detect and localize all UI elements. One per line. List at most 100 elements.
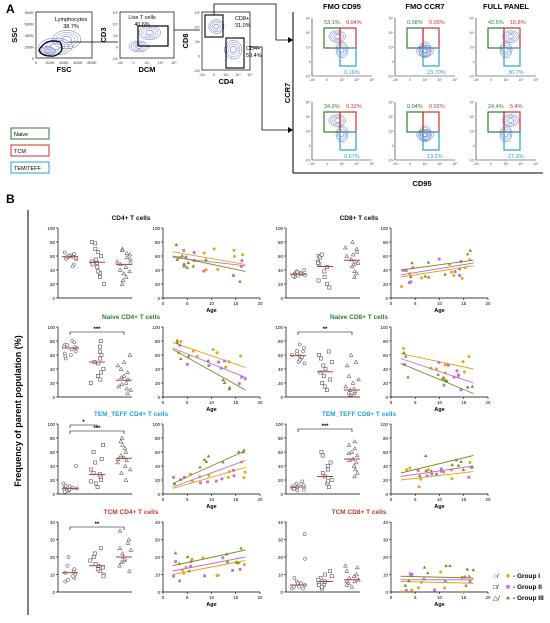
significance-label: *** xyxy=(93,327,101,333)
data-point-square xyxy=(323,572,327,577)
y-tick-label: 10⁵ xyxy=(470,17,476,21)
group-scatter-chart: Naive CD4+ T cells 0 20 40 60 80 100 *** xyxy=(47,314,160,400)
data-point-group-ii xyxy=(463,575,467,579)
data-point-group-iii xyxy=(406,375,410,379)
data-point-circle xyxy=(297,584,301,589)
data-point-group-i xyxy=(443,586,447,590)
density-contour xyxy=(52,30,82,50)
data-point-triangle xyxy=(116,384,122,389)
data-point-triangle xyxy=(117,267,123,272)
data-point-group-ii xyxy=(469,465,473,469)
y-tick-label: 20 xyxy=(50,555,56,560)
data-point-square xyxy=(94,257,98,262)
data-point-triangle xyxy=(120,551,125,556)
legend-label: - Group III xyxy=(513,595,544,602)
data-point-group-ii xyxy=(223,359,226,363)
data-point-group-iii xyxy=(408,275,413,279)
x-axis-label: Age xyxy=(206,602,216,608)
y-tick-label: 0 xyxy=(157,492,160,497)
x-tick-label: 20 xyxy=(485,301,491,306)
y-tick-label: 10³ xyxy=(113,34,119,38)
data-point-group-ii xyxy=(409,574,413,578)
data-point-triangle xyxy=(124,250,130,255)
density-contour xyxy=(335,125,349,143)
x-tick-label: -10³ xyxy=(473,162,479,166)
y-tick-label: -10³ xyxy=(388,75,394,79)
x-tick-label: 0 xyxy=(162,301,165,306)
y-tick-label: 40 xyxy=(383,520,389,525)
data-point-triangle xyxy=(123,449,129,454)
data-point-square xyxy=(91,555,96,559)
density-contour xyxy=(228,44,239,56)
data-point-triangle xyxy=(125,391,131,396)
data-point-group-iii xyxy=(464,583,468,587)
data-point-triangle xyxy=(117,545,123,550)
data-point-group-iii xyxy=(175,340,180,344)
x-tick-label: 600K xyxy=(73,60,83,65)
y-tick-label: 20 xyxy=(155,555,161,560)
x-tick-label: 0 xyxy=(162,497,165,502)
density-contour xyxy=(337,43,347,57)
data-point-triangle xyxy=(351,261,357,267)
data-point-triangle xyxy=(124,386,130,391)
naive-percent: 42.5% xyxy=(488,20,504,26)
data-point-triangle xyxy=(349,584,355,589)
data-point-triangle xyxy=(123,264,129,269)
data-point-square xyxy=(98,339,103,343)
tcm-percent: 5.4% xyxy=(510,104,523,110)
data-point-group-iii xyxy=(174,242,179,247)
data-point-group-i xyxy=(408,466,412,470)
density-contour xyxy=(505,117,516,125)
data-point-group-ii xyxy=(443,579,447,583)
tcm-percent: 0.09% xyxy=(429,20,445,26)
y-tick-label: 0 xyxy=(309,60,311,64)
data-point-group-iii xyxy=(403,583,408,587)
y-tick-label: 40 xyxy=(278,268,284,273)
data-point-triangle xyxy=(351,391,357,396)
x-tick-label: 5 xyxy=(414,595,417,600)
data-point-group-ii xyxy=(410,573,414,576)
y-tick-label: 0 xyxy=(157,395,160,400)
y-tick-label: 40 xyxy=(278,367,284,372)
data-point-triangle xyxy=(124,254,130,260)
y-tick-label: 10 xyxy=(278,572,284,577)
data-point-circle xyxy=(68,353,73,357)
data-point-circle xyxy=(302,268,307,272)
grid-x-axis-label: CD95 xyxy=(412,179,431,188)
data-point-square xyxy=(89,467,93,472)
y-tick-label: -10³ xyxy=(305,159,311,163)
data-point-group-iii xyxy=(407,579,411,583)
density-contour xyxy=(330,115,345,126)
y-tick-label: 100 xyxy=(380,226,388,231)
regression-line xyxy=(400,471,474,481)
y-tick-label: 60 xyxy=(383,254,389,259)
data-point-square xyxy=(319,356,323,361)
significance-bracket xyxy=(297,331,353,335)
x-tick-label: 10 xyxy=(209,301,215,306)
data-point-group-iii xyxy=(448,563,452,567)
data-point-square xyxy=(327,485,331,489)
data-point-triangle xyxy=(354,249,360,254)
x-tick-label: 10³ xyxy=(504,162,509,166)
arrow-head xyxy=(288,37,293,43)
x-tick-label: 10⁵ xyxy=(370,78,376,82)
y-tick-label: 0 xyxy=(52,492,55,497)
data-point-group-ii xyxy=(430,472,434,476)
x-tick-label: 20 xyxy=(485,497,491,502)
data-point-square xyxy=(328,569,332,573)
data-point-square xyxy=(99,546,103,551)
x-tick-label: 10 xyxy=(437,497,443,502)
data-point-group-ii xyxy=(243,377,247,381)
density-contour xyxy=(421,132,429,138)
data-point-group-ii xyxy=(446,363,450,367)
x-tick-label: 0 xyxy=(390,595,393,600)
data-point-triangle xyxy=(346,390,352,395)
x-tick-label: 0 xyxy=(490,78,492,82)
data-point-square xyxy=(93,241,97,246)
data-point-group-i xyxy=(419,477,423,481)
data-point-triangle xyxy=(122,446,128,451)
x-axis-label: DCM xyxy=(138,65,155,74)
x-tick-label: 800K xyxy=(87,60,97,65)
